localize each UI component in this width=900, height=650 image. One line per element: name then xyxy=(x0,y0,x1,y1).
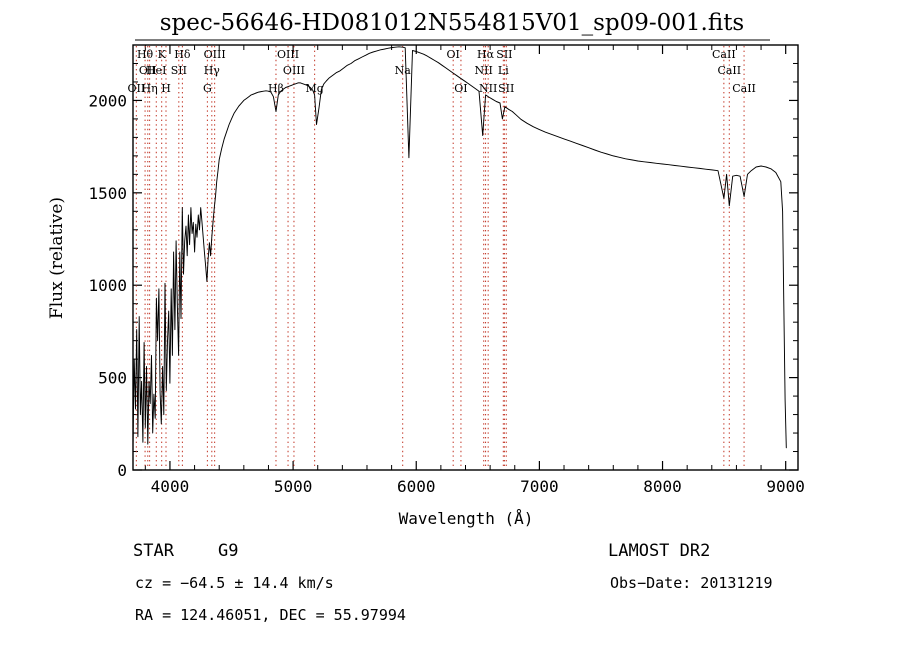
spectral-line-label: CaII xyxy=(717,64,741,77)
spectral-line-label: CaII xyxy=(732,82,756,95)
spectral-line-label: SII xyxy=(496,48,512,61)
spectral-line-label: H xyxy=(161,82,171,95)
object-type: STAR xyxy=(133,541,175,561)
spectral-line-label: CaII xyxy=(712,48,736,61)
spectral-line-label: Na xyxy=(395,64,412,77)
x-tick-label: 8000 xyxy=(643,477,682,496)
spectral-line-label: OIII xyxy=(283,64,305,77)
spectral-line-label: Hα xyxy=(477,48,495,61)
spectral-line-label: OIII xyxy=(277,48,299,61)
spectral-line-label: NII xyxy=(479,82,497,95)
observation-date: Obs−Date: 20131219 xyxy=(610,574,773,592)
spectral-line-label: SII xyxy=(498,82,514,95)
survey-name: LAMOST DR2 xyxy=(608,541,710,561)
spectral-line-label: OII xyxy=(127,82,145,95)
x-axis-label: Wavelength (Å) xyxy=(399,509,534,528)
y-axis-ticks xyxy=(133,44,798,471)
spectral-line-markers xyxy=(135,46,745,469)
page-title: spec-56646-HD081012N554815V01_sp09-001.f… xyxy=(160,10,745,36)
y-axis-label: Flux (relative) xyxy=(47,197,67,319)
y-tick-label: 1500 xyxy=(88,184,127,203)
x-tick-label: 4000 xyxy=(151,477,190,496)
x-tick-labels: 4000 5000 6000 7000 8000 9000 xyxy=(151,477,805,496)
spectral-line-label: SII xyxy=(171,64,187,77)
x-axis-ticks xyxy=(144,45,787,470)
y-tick-label: 500 xyxy=(98,369,127,388)
spectral-line-label: NII xyxy=(475,64,493,77)
y-tick-labels: 0 500 1000 1500 2000 xyxy=(88,91,127,480)
spectrum-trace xyxy=(132,46,787,449)
spectral-line-label: Mg xyxy=(305,82,323,95)
y-tick-label: 0 xyxy=(117,461,127,480)
spectral-line-label: OIII xyxy=(204,48,226,61)
sky-coordinates: RA = 124.46051, DEC = 55.97994 xyxy=(135,606,406,624)
spectrum-path xyxy=(132,46,787,449)
spectral-line-label: OII xyxy=(139,64,157,77)
spectral-line-label: Hθ xyxy=(137,48,154,61)
spectral-line-label: OI xyxy=(454,82,467,95)
plot-frame xyxy=(132,44,799,471)
spectral-line-label: Hγ xyxy=(204,64,221,77)
spectral-line-label: K xyxy=(158,48,167,61)
spectral-line-label: HeI xyxy=(146,64,166,77)
spectral-line-label: Hη xyxy=(142,82,158,95)
spectral-line-label: OI xyxy=(446,48,459,61)
x-tick-label: 7000 xyxy=(520,477,559,496)
spectral-class: G9 xyxy=(218,541,238,561)
spectral-line-label: Hδ xyxy=(174,48,191,61)
x-tick-label: 5000 xyxy=(274,477,313,496)
radial-velocity: cz = −64.5 ± 14.4 km/s xyxy=(135,574,334,592)
spectral-line-label: Li xyxy=(498,64,509,77)
spectral-line-label: Hβ xyxy=(268,82,284,95)
y-tick-label: 1000 xyxy=(88,276,127,295)
x-tick-label: 9000 xyxy=(766,477,805,496)
x-tick-label: 6000 xyxy=(397,477,436,496)
y-tick-label: 2000 xyxy=(88,91,127,110)
spectral-line-label: G xyxy=(203,82,212,95)
